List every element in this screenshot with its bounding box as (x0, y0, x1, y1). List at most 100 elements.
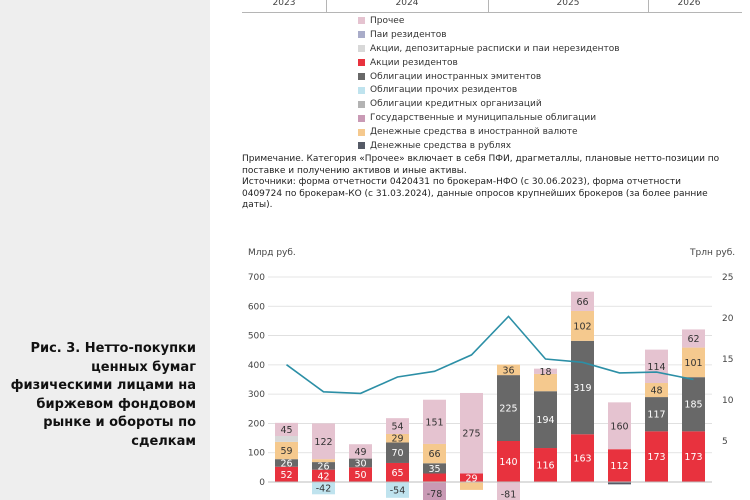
data-label: 173 (684, 452, 702, 463)
bar-segment (349, 444, 372, 459)
legend-label: Денежные средства в иностранной валюте (370, 127, 578, 138)
bar-segment (275, 459, 298, 467)
bar-segment (386, 418, 409, 434)
legend-item: Государственные и муниципальные облигаци… (358, 111, 620, 125)
data-label: 29 (465, 473, 477, 484)
legend-item: Прочее (358, 14, 620, 28)
bar-segment (645, 431, 668, 482)
data-label: 102 (573, 321, 591, 332)
year-2025: 2025 (556, 0, 580, 8)
left-tick-label: 0 (259, 478, 265, 488)
data-label: 50 (354, 470, 366, 481)
bar-segment (386, 433, 409, 443)
legend-swatch (358, 59, 365, 67)
data-label: 54 (391, 422, 403, 433)
data-label: 70 (391, 448, 403, 459)
legend-swatch (358, 142, 365, 150)
bar-segment (608, 482, 631, 485)
bar-segment (571, 310, 594, 341)
bar-segment (497, 375, 520, 441)
legend-item: Денежные средства в рублях (358, 139, 620, 153)
data-label: 26 (317, 461, 329, 472)
bar-segment (682, 347, 705, 378)
legend-swatch (358, 100, 365, 108)
left-tick-label: 700 (248, 273, 265, 283)
year-separator (648, 0, 649, 12)
data-label: 62 (687, 334, 699, 345)
data-label: 117 (647, 410, 665, 421)
bar-segment (312, 469, 335, 482)
left-tick-label: 300 (248, 390, 265, 400)
data-label: 194 (536, 415, 554, 426)
bar-segment (423, 463, 446, 474)
legend-label: Паи резидентов (370, 29, 447, 40)
notes-block: Примечание. Категория «Прочее» включает … (242, 154, 720, 212)
bar-segment (534, 373, 557, 392)
bar-segment (645, 383, 668, 398)
data-label: 114 (647, 362, 665, 373)
data-label: 163 (573, 454, 591, 465)
legend-item: Облигации прочих резидентов (358, 83, 620, 97)
legend-swatch (358, 17, 365, 25)
legend-item: Паи резидентов (358, 28, 620, 42)
bar-segment (645, 397, 668, 432)
data-label: 59 (280, 446, 292, 457)
bar-segment (534, 391, 557, 449)
bar-segment (608, 449, 631, 482)
legend-swatch (358, 114, 365, 122)
bar-segment (571, 291, 594, 311)
legend-label: Прочее (370, 15, 405, 26)
legend-item: Денежные средства в иностранной валюте (358, 125, 620, 139)
data-label: 18 (539, 367, 551, 378)
legend: Прочее Паи резидентов Акции, депозитарные … (358, 14, 620, 153)
year-separator (326, 0, 327, 12)
bar-segment (275, 422, 298, 437)
right-tick-label: 20 (722, 314, 734, 324)
data-label: 319 (573, 383, 591, 394)
bar-segment (682, 377, 705, 432)
data-label: 122 (314, 437, 332, 448)
bar-segment (386, 462, 409, 482)
data-label: 185 (684, 400, 702, 411)
legend-item: Акции, депозитарные расписки и паи нерез… (358, 42, 620, 56)
data-label: 52 (280, 470, 292, 481)
bar-segment (460, 392, 483, 474)
bar-segment (312, 462, 335, 470)
data-label: -78 (427, 489, 443, 500)
left-tick-label: 100 (248, 449, 265, 459)
legend-swatch (358, 31, 365, 39)
left-tick-label: 400 (248, 361, 265, 371)
bar-segment (460, 482, 483, 490)
year-2024: 2024 (395, 0, 419, 8)
right-tick-label: 25 (722, 273, 733, 283)
bar-segment (386, 442, 409, 463)
legend-label: Акции резидентов (370, 57, 458, 68)
data-label: 30 (354, 458, 366, 469)
right-tick-label: 5 (722, 437, 728, 447)
data-label: 116 (536, 461, 554, 472)
bar-segment (312, 482, 335, 495)
data-label: 275 (462, 429, 480, 440)
year-header: 2023 2024 2025 2026 (242, 0, 742, 13)
left-tick-label: 600 (248, 302, 265, 312)
data-label: 65 (391, 468, 403, 479)
bar-segment (275, 436, 298, 442)
year-2023: 2023 (272, 0, 296, 8)
bar-segment (497, 364, 520, 376)
data-label: 151 (425, 417, 443, 428)
data-label: 36 (502, 365, 514, 376)
bar-segment (312, 459, 335, 463)
data-label: 29 (391, 434, 403, 445)
data-label: 66 (576, 297, 588, 308)
bar-segment (275, 466, 298, 482)
data-label: 45 (280, 425, 292, 436)
bar-segment (423, 399, 446, 444)
data-label: 48 (650, 386, 662, 397)
data-label: 35 (428, 464, 440, 475)
bar-segment (423, 443, 446, 464)
bar-segment (571, 434, 594, 482)
bar-segment (534, 448, 557, 482)
bar-segment (423, 473, 446, 482)
legend-label: Облигации прочих резидентов (370, 85, 518, 96)
left-tick-label: 500 (248, 332, 265, 342)
